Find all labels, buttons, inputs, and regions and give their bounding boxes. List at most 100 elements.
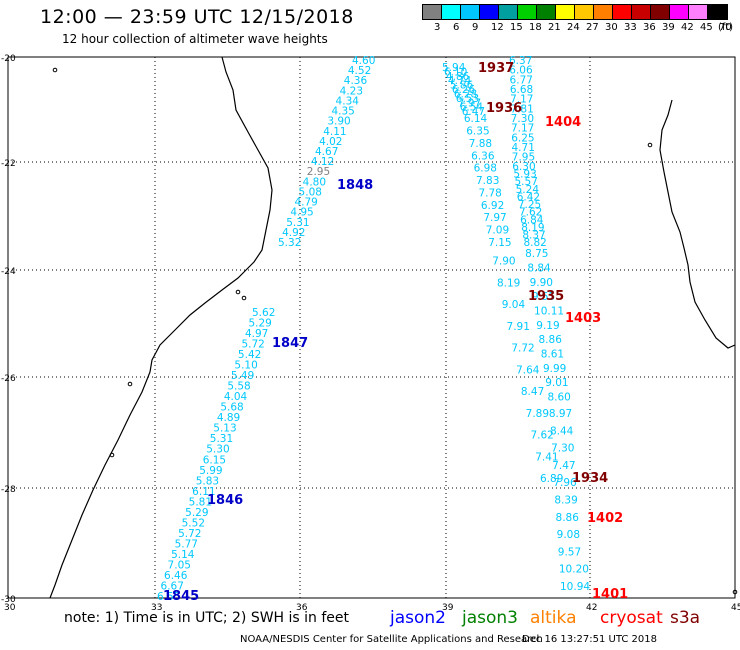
wave-value-south: 5.58 <box>227 381 250 393</box>
lat-label: -28 <box>1 485 16 495</box>
wave-value-west: 4.35 <box>331 106 354 118</box>
wave-value-east-b: 8.19 <box>521 222 544 234</box>
lon-label: 45 <box>731 603 740 613</box>
color-scale-unit: (ft) <box>718 22 734 33</box>
wave-value-east-b: 8.75 <box>525 248 548 260</box>
wave-value-east-b: 6.84 <box>520 214 544 226</box>
color-scale-label: 15 <box>510 22 523 33</box>
wave-value-south: 6.11 <box>192 486 215 498</box>
lat-label: -22 <box>1 159 16 169</box>
credit-text: NOAA/NESDIS Center for Satellite Applica… <box>240 634 543 645</box>
wave-value-west: 4.12 <box>311 156 334 168</box>
timestamp-text: Dec 16 13:27:51 UTC 2018 <box>522 634 657 645</box>
wave-value-east-b: 8.61 <box>541 348 564 360</box>
island <box>241 295 247 301</box>
wave-value-east-b: 9.19 <box>536 320 559 332</box>
wave-value-east-b: 6.30 <box>512 161 535 173</box>
wave-value-east-b: 7.47 <box>552 460 575 472</box>
lon-label: 30 <box>4 603 16 613</box>
wave-value-west: 2.95 <box>307 166 330 178</box>
wave-value-east-a: 5.86 <box>450 80 474 92</box>
color-scale-label: 27 <box>586 22 599 33</box>
wave-value-east-b: 7.30 <box>511 113 534 125</box>
wave-value-south: 6.46 <box>164 570 188 582</box>
wave-value-east-b: 8.39 <box>554 494 577 506</box>
wave-value-south: 5.72 <box>241 339 264 351</box>
wave-value-south: 5.62 <box>252 307 275 319</box>
footer-note: note: 1) Time is in UTC; 2) SWH is in fe… <box>64 610 350 626</box>
color-scale-label: 70 <box>719 22 732 33</box>
wave-value-south: 5.99 <box>199 465 222 477</box>
wave-value-west: 5.32 <box>278 237 301 249</box>
island <box>732 589 738 595</box>
wave-value-east-a: 6.28 <box>454 88 477 100</box>
wave-value-east-a: 6.26 <box>452 84 476 96</box>
color-scale-label: 21 <box>548 22 561 33</box>
track-time-label: 1937 <box>478 61 514 76</box>
wave-value-east-a: 6.92 <box>481 200 504 212</box>
wave-value-east-a: 7.72 <box>511 343 534 355</box>
legend-item-jason3: jason3 <box>462 608 518 628</box>
wave-value-east-a: 7.91 <box>507 321 530 333</box>
wave-value-west: 4.95 <box>290 207 313 219</box>
lat-label: -24 <box>1 267 16 277</box>
color-scale-swatch <box>707 4 728 20</box>
wave-value-south: 6.67 <box>161 580 184 592</box>
color-scale-label: 18 <box>529 22 542 33</box>
track-time-label: 1845 <box>163 589 199 604</box>
wave-value-east-b: 8.97 <box>549 408 572 420</box>
wave-value-south: 5.68 <box>220 402 243 414</box>
coastline-africa <box>49 56 273 599</box>
wave-value-east-a: 6.53 <box>456 93 479 105</box>
track-time-label: 1935 <box>528 289 564 304</box>
wave-value-east-b: 6.37 <box>509 55 532 67</box>
wave-value-south: 5.77 <box>175 538 198 550</box>
wave-value-east-b: 5.57 <box>515 176 538 188</box>
wave-value-east-b: 5.93 <box>513 169 536 181</box>
legend-item-jason2: jason2 <box>390 608 446 628</box>
track-time-label: 1934 <box>572 471 608 486</box>
wave-value-east-a: 7.89 <box>526 408 549 420</box>
wave-value-east-b: 9.55 <box>532 291 555 303</box>
wave-value-east-b: 9.90 <box>530 277 553 289</box>
wave-value-south: 5.72 <box>178 528 201 540</box>
wave-value-east-a: 6.10 <box>444 66 467 78</box>
wave-value-east-a: 7.97 <box>483 212 506 224</box>
wave-value-east-a: 7.41 <box>535 451 558 463</box>
wave-value-west: 4.67 <box>315 146 338 158</box>
wave-value-east-b: 7.17 <box>510 94 533 106</box>
wave-value-east-a: 4.74 <box>448 75 472 87</box>
wave-value-east-a: 7.09 <box>486 225 509 237</box>
wave-value-east-b: 8.44 <box>550 425 574 437</box>
wave-value-east-b: 8.82 <box>523 237 546 249</box>
wave-value-south: 5.31 <box>210 433 233 445</box>
wave-value-east-b: 4.71 <box>512 142 535 154</box>
track-time-label: 1846 <box>207 493 243 508</box>
color-scale-label: 39 <box>662 22 675 33</box>
wave-value-west: 4.11 <box>323 126 346 138</box>
color-scale-label: 42 <box>681 22 694 33</box>
wave-value-south: 7.05 <box>168 559 191 571</box>
island <box>109 452 115 458</box>
wave-value-east-b: 8.86 <box>556 512 580 524</box>
wave-value-south: 5.29 <box>248 318 271 330</box>
wave-value-east-b: 7.25 <box>518 199 541 211</box>
wave-value-east-b: 8.86 <box>539 334 563 346</box>
wave-value-east-b: 7.62 <box>519 207 542 219</box>
lat-label: -30 <box>1 595 16 605</box>
wave-value-east-a: 7.83 <box>476 175 499 187</box>
wave-value-east-b: 9.08 <box>557 529 580 541</box>
lon-label: 33 <box>151 603 162 613</box>
legend-item-cryosat: cryosat <box>600 608 663 628</box>
wave-value-south: 4.97 <box>245 328 268 340</box>
wave-value-east-a: 7.62 <box>530 430 553 442</box>
color-scale-label: 12 <box>491 22 504 33</box>
lon-label: 42 <box>586 603 597 613</box>
wave-value-east-a: 7.64 <box>516 364 540 376</box>
wave-value-east-a: 5.94 <box>442 62 466 74</box>
wave-value-south: 5.49 <box>231 370 254 382</box>
wave-value-east-b: 6.06 <box>509 65 533 77</box>
wave-value-south: 5.10 <box>234 360 257 372</box>
wave-value-east-b: 10.20 <box>559 564 589 576</box>
